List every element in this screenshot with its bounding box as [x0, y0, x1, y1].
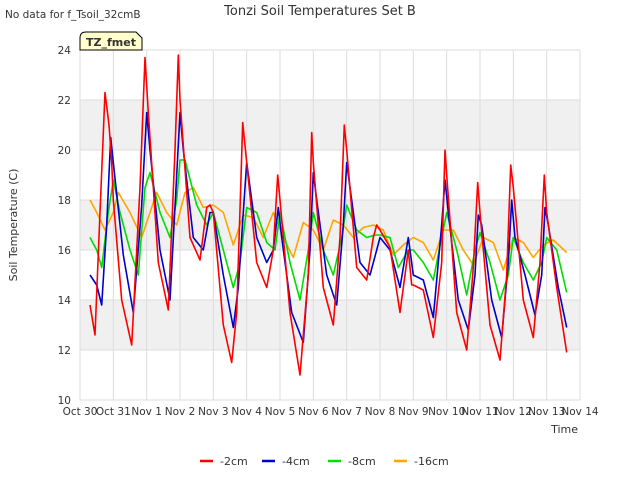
x-axis-label: Time [550, 423, 578, 436]
x-tick-label: Nov 5 [265, 406, 296, 418]
x-tick-label: Nov 12 [495, 406, 532, 418]
y-tick-label: 24 [58, 45, 72, 57]
y-tick-label: 18 [58, 195, 71, 207]
legend: -2cm -4cm -8cm -16cm [200, 455, 449, 468]
series-lines [89, 54, 568, 376]
legend-label: -4cm [282, 455, 310, 468]
x-tick-label: Nov 6 [298, 406, 329, 418]
y-tick-label: 12 [58, 345, 71, 357]
x-tick-label: Nov 14 [561, 406, 599, 418]
x-tick-label: Nov 11 [461, 406, 498, 418]
legend-label: -8cm [348, 455, 376, 468]
x-tick-label: Nov 8 [365, 406, 396, 418]
y-tick-label: 22 [58, 95, 71, 107]
x-tick-label: Nov 2 [165, 406, 196, 418]
x-tick-label: Nov 7 [331, 406, 362, 418]
x-tick-label: Nov 9 [398, 406, 429, 418]
x-tick-label: Nov 10 [428, 406, 465, 418]
x-tick-label: Nov 1 [131, 406, 162, 418]
x-tick-label: Oct 31 [96, 406, 131, 418]
x-tick-label: Nov 3 [198, 406, 229, 418]
plot-area [80, 50, 580, 400]
chart-title: Tonzi Soil Temperatures Set B [223, 4, 416, 19]
y-tick-label: 20 [58, 145, 71, 157]
series-line-m16cm [89, 186, 568, 271]
shaded-band [80, 100, 580, 150]
no-data-note: No data for f_Tsoil_32cmB [5, 9, 141, 21]
grid-lines [79, 49, 581, 401]
shaded-band [80, 200, 580, 250]
site-badge-label: TZ_fmet [86, 36, 136, 49]
legend-label: -2cm [220, 455, 248, 468]
shaded-band [80, 300, 580, 350]
x-tick-label: Nov 13 [528, 406, 565, 418]
y-tick-label: 10 [58, 395, 71, 407]
series-line-m4cm [89, 111, 568, 344]
site-badge: TZ_fmet [79, 31, 143, 51]
y-tick-label: 14 [58, 295, 72, 307]
site-badge-box [79, 31, 143, 51]
y-tick-label: 16 [58, 245, 72, 257]
x-tick-label: Nov 4 [231, 406, 262, 418]
series-line-m2cm [89, 54, 568, 376]
x-tick-label: Oct 30 [63, 406, 98, 418]
legend-label: -16cm [414, 455, 449, 468]
y-axis-label: Soil Temperature (C) [7, 169, 20, 282]
